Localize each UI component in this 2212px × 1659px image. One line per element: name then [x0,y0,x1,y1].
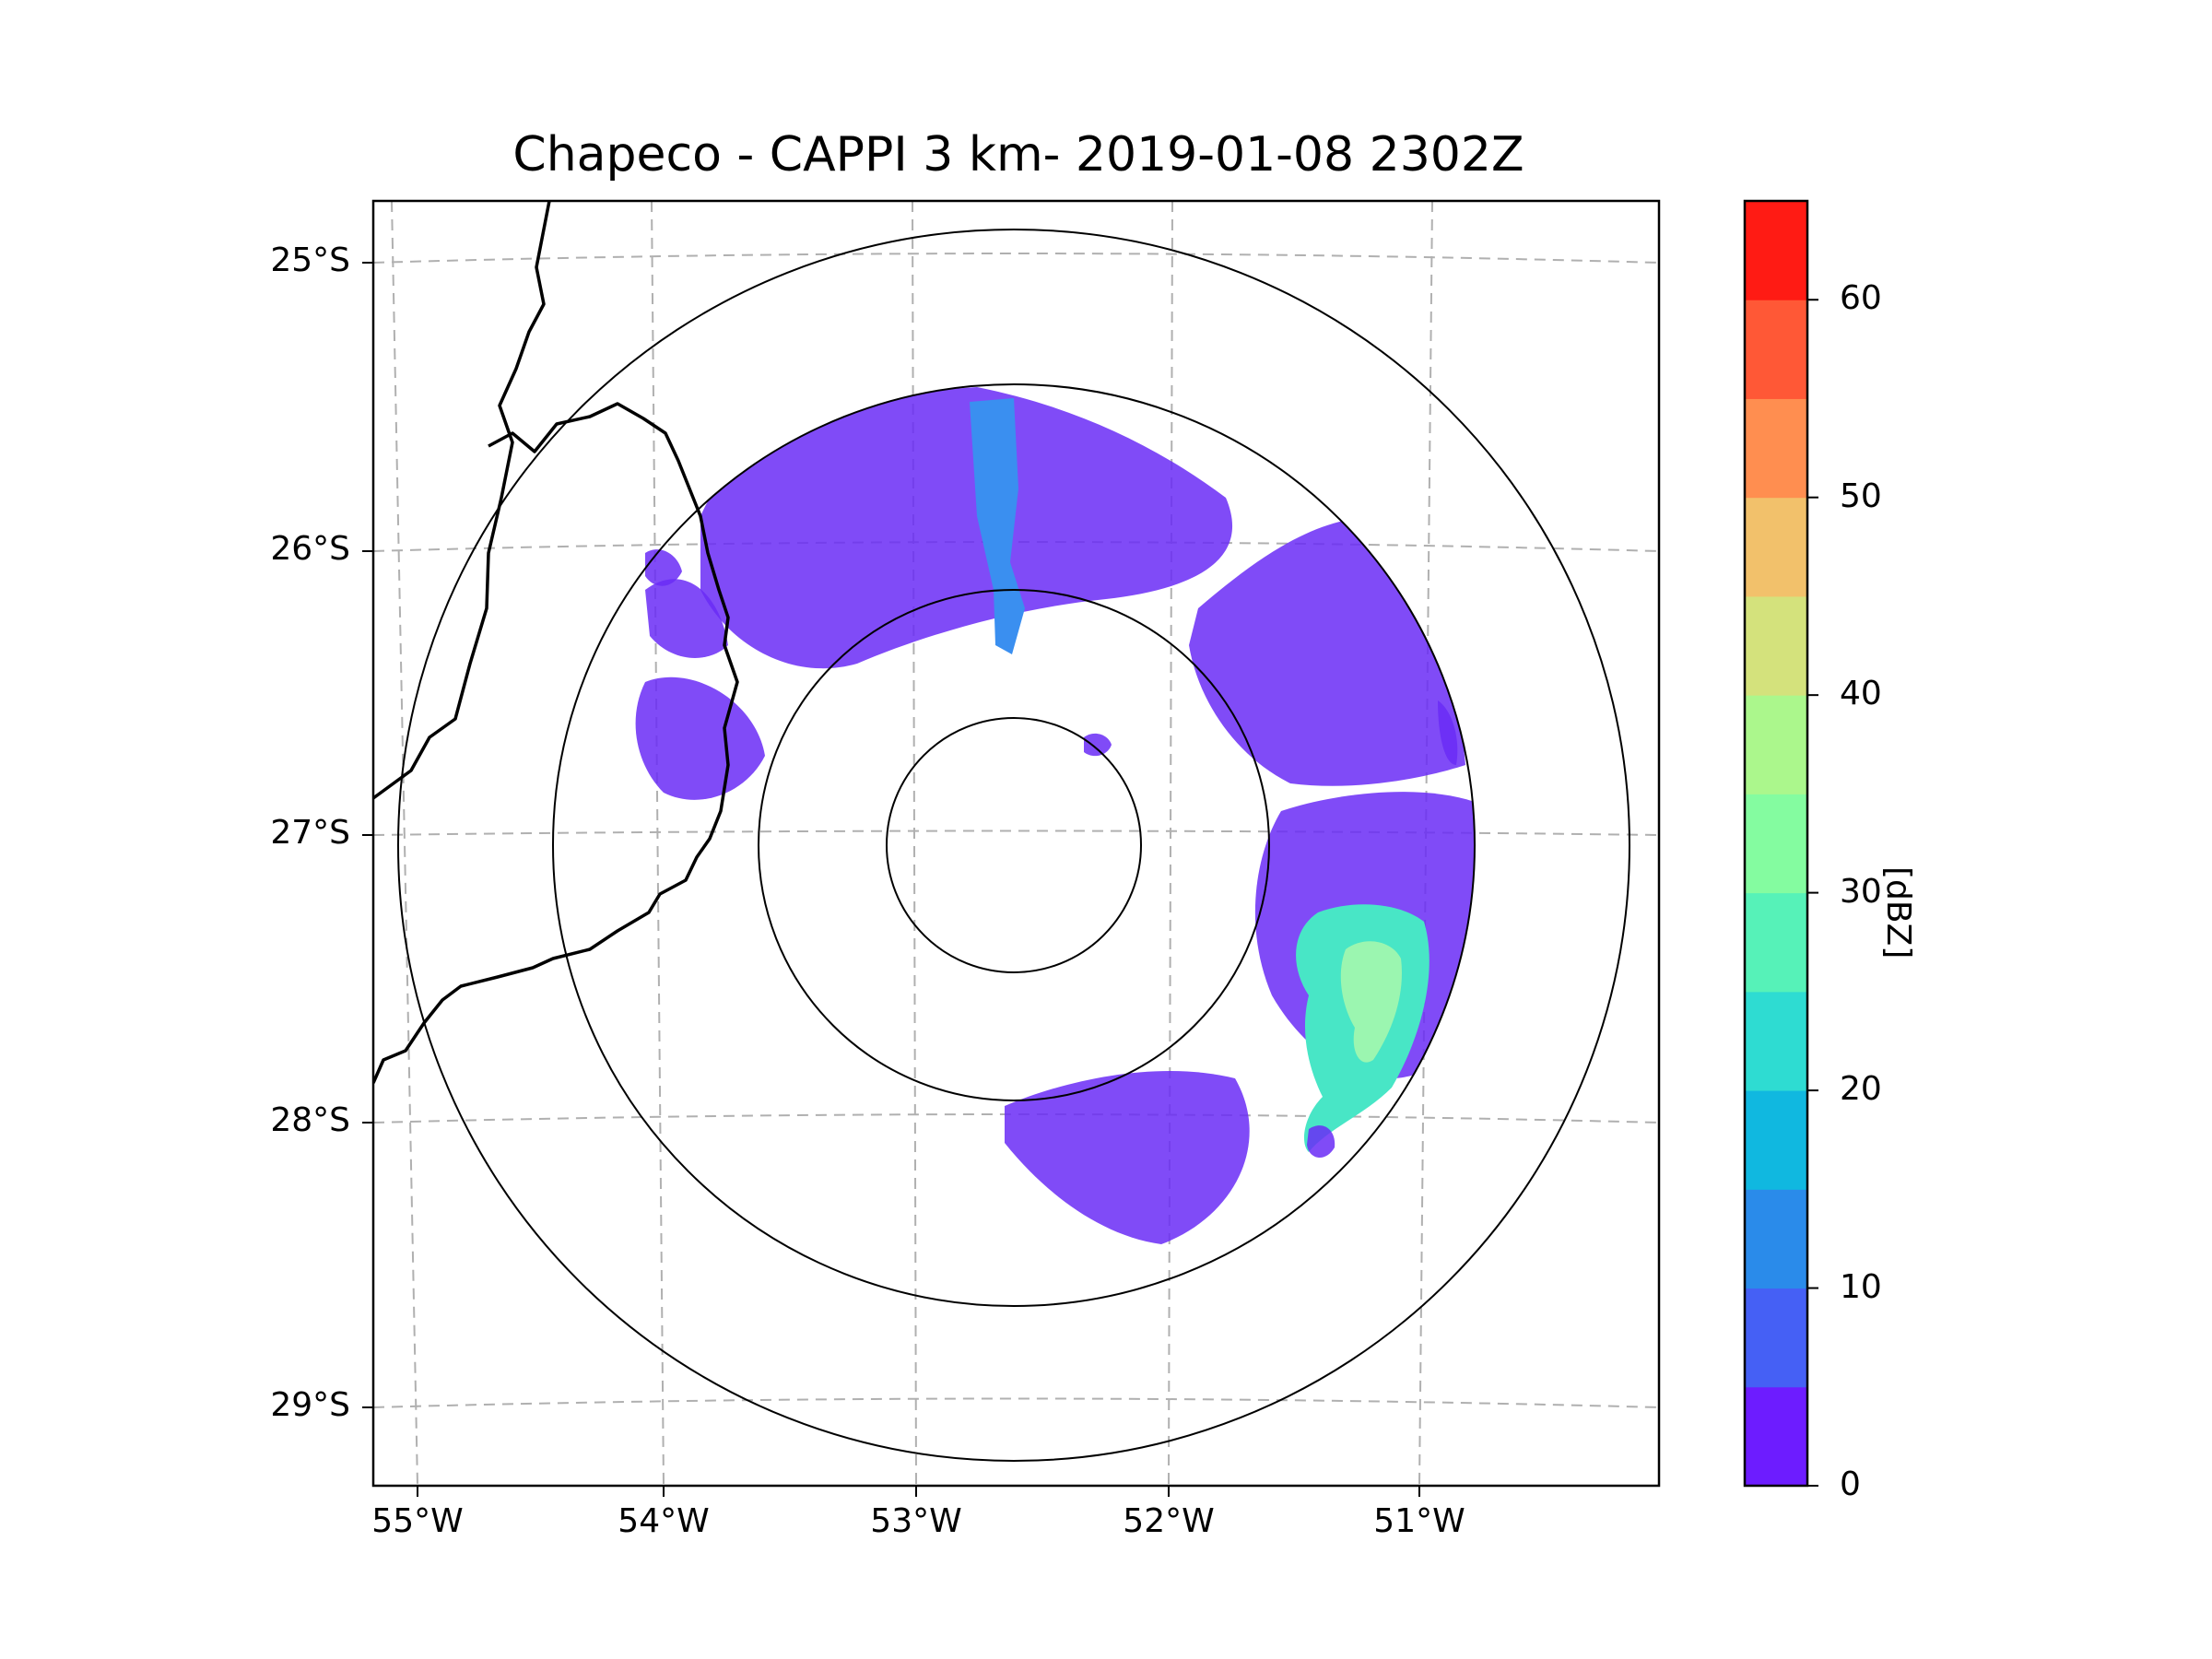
colorbar-segment-15-20 [1745,1090,1807,1190]
lat-label-25s: 25°S [270,241,350,279]
echo-edge-east [1438,700,1458,765]
colorbar-segment-20-25 [1745,991,1807,1091]
colorbar-segment-0-5 [1745,1386,1807,1487]
colorbar [1743,199,1818,1488]
colorbar-frame [1743,199,1809,1488]
border-argentina-brazil [373,402,739,1084]
lon-label-53w: 53°W [870,1502,962,1540]
axis-ticks [362,262,1420,1497]
echo-region-north [700,387,1233,669]
colorbar-segment-45-50 [1745,497,1807,597]
state-borders [373,201,739,1084]
gridline-lon-55 [391,201,418,1486]
echo-spot-northwest [645,549,682,586]
colorbar-segment-55-60 [1745,300,1807,399]
colorbar-label-0: 0 [1840,1465,1861,1503]
gridline-lon-51 [1418,201,1433,1486]
lon-label-52w: 52°W [1123,1502,1215,1540]
colorbar-segments [1745,201,1807,1487]
lon-label-55w: 55°W [371,1502,464,1540]
gridline-lat-25 [373,253,1659,264]
lon-label-54w: 54°W [618,1502,710,1540]
lat-label-26s: 26°S [270,530,350,568]
lat-label-27s: 27°S [270,814,350,852]
echo-spot-southeast [1307,1125,1335,1159]
colorbar-label-10: 10 [1840,1268,1882,1306]
chart-title: Chapeco - CAPPI 3 km- 2019-01-08 2302Z [512,127,1524,182]
gridline-lon-54 [651,201,665,1486]
echo-core [1340,941,1402,1063]
colorbar-unit-label: [dBZ] [1879,866,1917,959]
colorbar-label-60: 60 [1840,279,1882,317]
colorbar-segment-50-55 [1745,398,1807,499]
colorbar-segment-35-40 [1745,695,1807,794]
colorbar-label-30: 30 [1840,873,1882,911]
echo-region-south [1005,1070,1250,1244]
colorbar-segment-30-35 [1745,794,1807,894]
lon-label-51w: 51°W [1373,1502,1465,1540]
range-ring-200km [758,589,1270,1101]
range-rings [397,229,1630,1462]
range-ring-100km [886,717,1142,973]
lat-label-28s: 28°S [270,1101,350,1139]
map-frame [371,199,1661,1488]
gridline-lat-29 [373,1397,1659,1408]
colorbar-segment-10-15 [1745,1189,1807,1289]
border-argentina-paraguay [373,201,551,800]
colorbar-segment-40-45 [1745,595,1807,696]
echo-region-northwest-edge [645,579,728,658]
colorbar-label-40: 40 [1840,675,1882,712]
range-ring-250km [552,383,1476,1307]
gridline-lon-53 [912,201,917,1486]
gridline-lat-28 [373,1113,1659,1124]
echo-cell-near-center [1084,733,1112,757]
colorbar-label-20: 20 [1840,1070,1882,1108]
colorbar-segment-60-65 [1745,201,1807,300]
gridline-lon-52 [1168,201,1173,1486]
colorbar-segment-25-30 [1745,892,1807,993]
colorbar-ticks [1807,299,1818,1487]
echo-region-west [635,677,765,800]
colorbar-segment-5-10 [1745,1288,1807,1388]
gridline-lat-26 [373,541,1659,552]
colorbar-label-50: 50 [1840,477,1882,515]
lat-label-29s: 29°S [270,1386,350,1424]
graticule [373,201,1659,1486]
range-ring-400km [397,229,1630,1462]
